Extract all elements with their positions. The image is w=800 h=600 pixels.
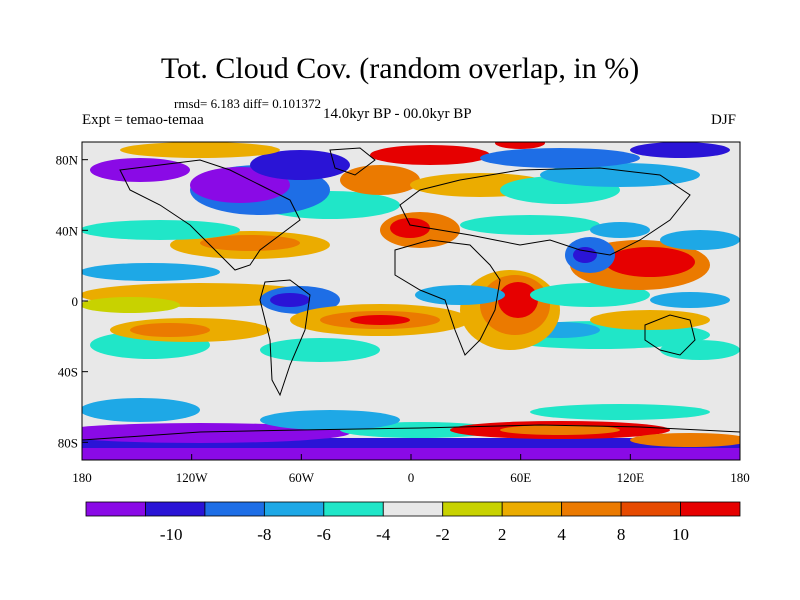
season-label: DJF xyxy=(711,112,737,128)
patch xyxy=(460,215,600,235)
north-america-coast xyxy=(119,159,301,271)
patch xyxy=(82,263,220,281)
patch xyxy=(200,235,300,251)
colorbar-label: -4 xyxy=(376,525,391,544)
colorbar-label: 8 xyxy=(617,525,626,544)
patch xyxy=(630,433,740,447)
patch xyxy=(270,293,310,307)
patch xyxy=(630,142,730,158)
lon-tick-label: 60E xyxy=(510,470,531,485)
colorbar: -10 -8 -6 -4 -2 2 4 8 10 xyxy=(85,501,741,544)
experiment-label: Expt = temao-temaa xyxy=(82,112,204,128)
patch xyxy=(573,247,597,263)
colorbar-swatch xyxy=(620,501,681,517)
patch xyxy=(190,167,290,203)
patch xyxy=(530,404,710,420)
eurasia-coast xyxy=(399,167,691,256)
patch xyxy=(415,285,505,305)
patch xyxy=(590,222,650,238)
stats-text: rmsd= 6.183 diff= 0.101372 xyxy=(174,96,321,111)
patch xyxy=(390,218,430,238)
colorbar-swatch xyxy=(382,501,444,517)
patch xyxy=(350,315,410,325)
colorbar-label: 4 xyxy=(557,525,566,544)
patch xyxy=(82,423,350,443)
patch xyxy=(660,230,740,250)
colorbar-swatch xyxy=(323,501,384,517)
patch xyxy=(82,398,200,422)
africa-coast xyxy=(394,239,501,356)
lon-tick-label: 60W xyxy=(289,470,315,485)
colorbar-swatch xyxy=(561,501,622,517)
colorbar-label: -6 xyxy=(317,525,331,544)
lat-tick-label: 80N xyxy=(56,153,79,168)
antarctica-coast xyxy=(82,424,740,441)
greenland-coast xyxy=(329,147,376,176)
colorbar-swatch xyxy=(85,501,146,517)
colorbar-label: 10 xyxy=(672,525,689,544)
colorbar-swatch xyxy=(204,501,265,517)
colorbar-swatch xyxy=(263,501,325,517)
patch xyxy=(660,340,740,360)
longitude-ticks: 180 120W 60W 0 60E 120E 180 xyxy=(72,454,750,485)
patch xyxy=(480,148,640,168)
lat-tick-label: 40S xyxy=(58,365,78,380)
patch xyxy=(260,410,400,430)
patch xyxy=(590,310,710,330)
patch xyxy=(498,282,538,318)
lon-tick-label: 120E xyxy=(617,470,645,485)
patch xyxy=(370,145,490,165)
colorbar-label: -2 xyxy=(436,525,450,544)
patch xyxy=(82,438,740,448)
lon-tick-label: 0 xyxy=(408,470,415,485)
lon-tick-label: 120W xyxy=(176,470,209,485)
colorbar-swatch xyxy=(145,501,206,517)
patch xyxy=(90,158,190,182)
patch xyxy=(82,297,180,313)
coastlines xyxy=(82,147,740,441)
patch xyxy=(530,283,650,307)
patch xyxy=(120,142,280,158)
colorbar-swatch xyxy=(501,501,563,517)
patch xyxy=(250,150,350,180)
patch xyxy=(500,425,620,435)
patch xyxy=(495,142,545,149)
lat-tick-label: 80S xyxy=(58,435,78,450)
lon-tick-label: 180 xyxy=(730,470,750,485)
patch xyxy=(260,338,380,362)
latitude-ticks: 80N 40N 0 40S 80S xyxy=(56,153,88,450)
colorbar-swatch xyxy=(442,501,503,517)
lon-tick-label: 180 xyxy=(72,470,92,485)
patch xyxy=(82,220,240,240)
patch xyxy=(605,247,695,277)
australia-coast xyxy=(644,314,696,356)
patch xyxy=(650,292,730,308)
anomaly-map xyxy=(82,142,740,460)
colorbar-label: 2 xyxy=(498,525,507,544)
colorbar-swatch xyxy=(680,501,741,517)
south-america-coast xyxy=(259,279,311,397)
patch xyxy=(130,323,210,337)
patch xyxy=(340,165,420,195)
period-label: 14.0kyr BP - 00.0kyr BP xyxy=(323,106,472,122)
colorbar-label: -10 xyxy=(160,525,183,544)
lat-tick-label: 0 xyxy=(72,294,79,309)
colorbar-label: -8 xyxy=(257,525,271,544)
plot-title: Tot. Cloud Cov. (random overlap, in %) xyxy=(160,52,640,85)
lat-tick-label: 40N xyxy=(56,223,79,238)
